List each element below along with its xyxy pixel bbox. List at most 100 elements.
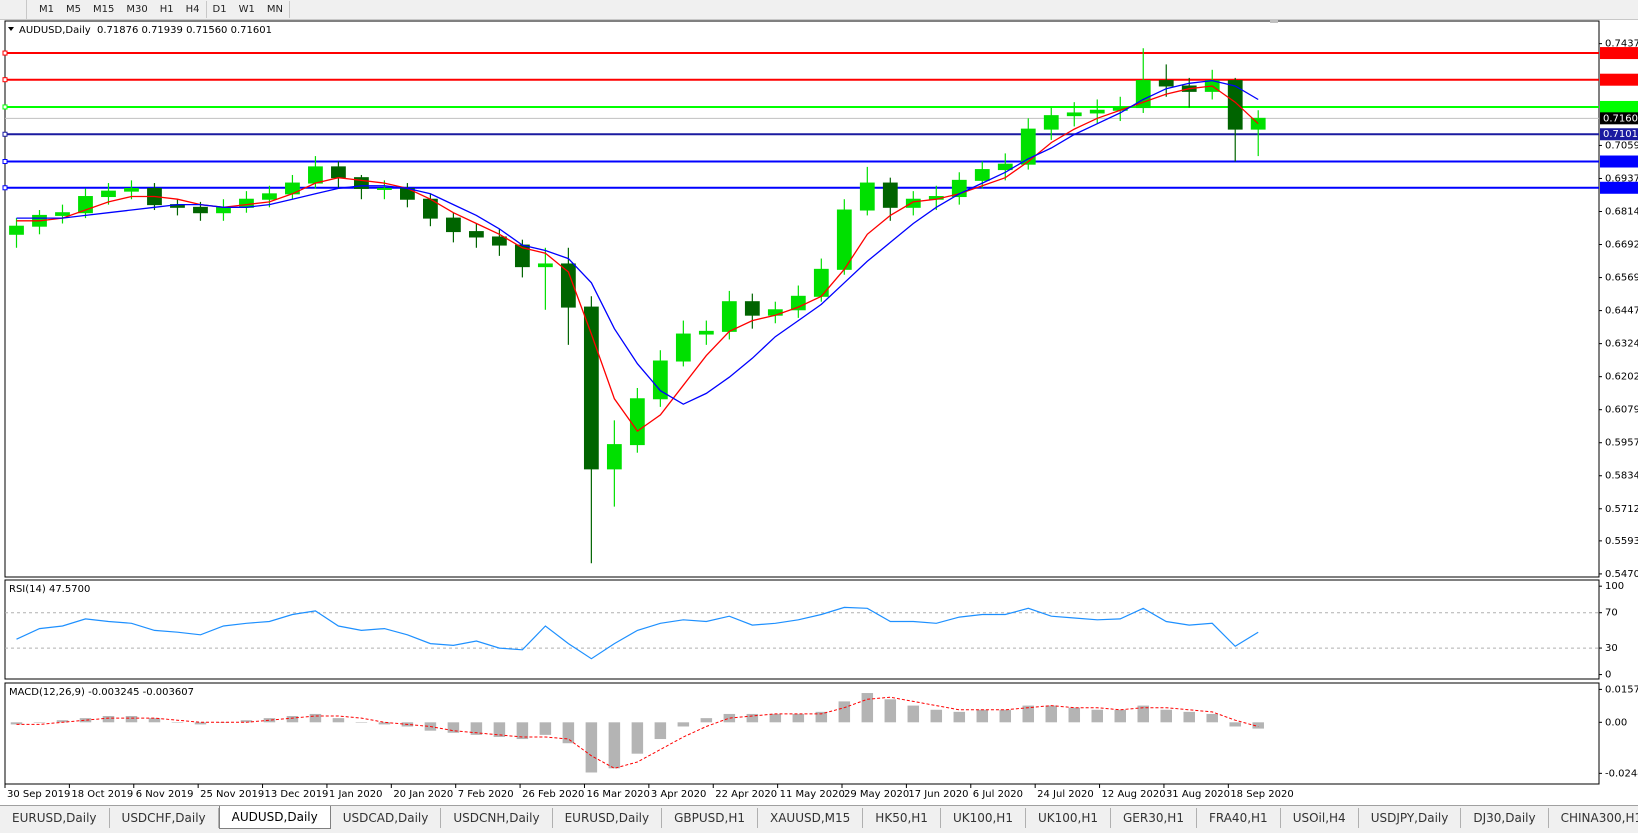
candle-body (101, 190, 116, 198)
chart-tab[interactable]: USDCHF,Daily (110, 808, 219, 828)
indicator-title: RSI(14) 47.5700 (9, 584, 90, 595)
chart-tab[interactable]: DJ30,Daily (1461, 808, 1549, 828)
current-price-box (1600, 112, 1638, 125)
candle-body (308, 166, 323, 184)
candle-body (1020, 128, 1036, 165)
y-tick-label: 0.00 (1605, 717, 1627, 728)
macd-bar (700, 718, 713, 723)
candle-body (1043, 115, 1059, 130)
candle-body (790, 295, 806, 311)
macd-bar (1045, 705, 1058, 723)
macd-bar (125, 716, 138, 723)
y-tick-label: 0.65695 (1605, 273, 1638, 284)
macd-bar (654, 722, 667, 740)
macd-bar (332, 718, 345, 723)
macd-bar (999, 709, 1012, 723)
macd-bar (10, 722, 23, 725)
macd-bar (171, 722, 184, 723)
macd-bar (516, 722, 529, 740)
chart-tab[interactable]: USDCNH,Daily (441, 808, 553, 828)
candle-body (560, 263, 576, 308)
macd-bar (1160, 709, 1172, 723)
timeframe-button[interactable]: D1 (205, 1, 233, 18)
chart-tab[interactable]: USOil,H4 (1281, 808, 1359, 828)
macd-bar (378, 722, 391, 725)
macd-bar (884, 699, 897, 723)
chart-panel (4, 682, 1600, 785)
candle-body (537, 263, 553, 268)
x-tick-label: 26 Feb 2020 (522, 789, 584, 800)
x-tick-label: 7 Feb 2020 (458, 789, 514, 800)
chart-tab[interactable]: GBPUSD,H1 (662, 808, 758, 828)
chart-tab[interactable]: EURUSD,Daily (553, 808, 663, 828)
chart-tab[interactable]: GER30,H1 (1111, 808, 1197, 828)
candle-body (124, 187, 139, 192)
chart-tab[interactable]: EURUSD,Daily (0, 808, 110, 828)
timeframe-button[interactable]: M5 (66, 4, 81, 15)
candle-body (1089, 109, 1105, 114)
ohlc-values: 0.71876 0.71939 0.71560 0.71601 (97, 25, 272, 36)
timeframe-button[interactable]: M30 (126, 4, 148, 15)
timeframe-button[interactable]: M1 (39, 4, 54, 15)
chart-tab[interactable]: CHINA300,H1 (1549, 808, 1638, 828)
y-tick-label: 0.54705 (1605, 569, 1638, 580)
level-label-box (1600, 73, 1638, 86)
chart-tab[interactable]: USDJPY,Daily (1359, 808, 1462, 828)
candle-body (698, 330, 714, 335)
x-tick-label: 1 Jan 2020 (329, 789, 383, 800)
timeframe-button[interactable]: H1 (159, 4, 174, 15)
chart-tab[interactable]: UK100,H1 (941, 808, 1026, 828)
x-tick-label: 22 Apr 2020 (715, 789, 777, 800)
candle-body (468, 231, 484, 238)
timeframe-button[interactable]: H4 (185, 4, 200, 15)
macd-bar (56, 720, 69, 723)
x-tick-label: 3 Apr 2020 (651, 789, 706, 800)
chart-tab[interactable]: XAUUSD,M15 (758, 808, 864, 828)
candle-body (767, 309, 783, 316)
macd-bar (585, 722, 598, 773)
chart-tab[interactable]: HK50,H1 (863, 808, 941, 828)
macd-bar (286, 716, 299, 723)
macd-bar (1229, 722, 1241, 727)
y-tick-label: 0.68145 (1605, 207, 1638, 218)
chart-tab[interactable]: FRA40,H1 (1197, 808, 1281, 828)
x-tick-label: 17 Jun 2020 (908, 789, 968, 800)
candle-body (721, 301, 737, 332)
chart-tab[interactable]: AUDUSD,Daily (218, 806, 331, 829)
macd-bar (631, 722, 644, 754)
candle-body (1158, 80, 1174, 87)
macd-bar (240, 720, 253, 723)
x-tick-label: 20 Jan 2020 (393, 789, 453, 800)
x-tick-label: 16 Mar 2020 (586, 789, 649, 800)
timeframe-button[interactable]: M15 (93, 4, 115, 15)
timeframe-button[interactable]: MN (261, 1, 290, 18)
y-tick-label: -0.02441 (1605, 768, 1638, 779)
macd-bar (769, 713, 782, 723)
chart-tab[interactable]: USDCAD,Daily (331, 808, 442, 828)
scroll-marker (1270, 20, 1278, 23)
candle-body (193, 206, 208, 214)
macd-bar (470, 722, 483, 735)
candle-body (652, 360, 668, 400)
rsi-line (16, 606, 1259, 660)
chart-tab[interactable]: UK100,H1 (1026, 808, 1111, 828)
macd-bar (677, 722, 690, 727)
x-tick-label: 31 Aug 2020 (1166, 789, 1230, 800)
level-marker (2, 50, 8, 56)
y-tick-label: 100 (1605, 581, 1624, 592)
y-tick-label: 30 (1605, 643, 1618, 654)
candle-body (836, 209, 852, 270)
timeframe-button[interactable]: W1 (238, 4, 255, 15)
candle-body (974, 169, 990, 181)
level-label-box (1600, 100, 1638, 113)
macd-bar (1022, 705, 1035, 723)
level-marker (2, 159, 8, 165)
